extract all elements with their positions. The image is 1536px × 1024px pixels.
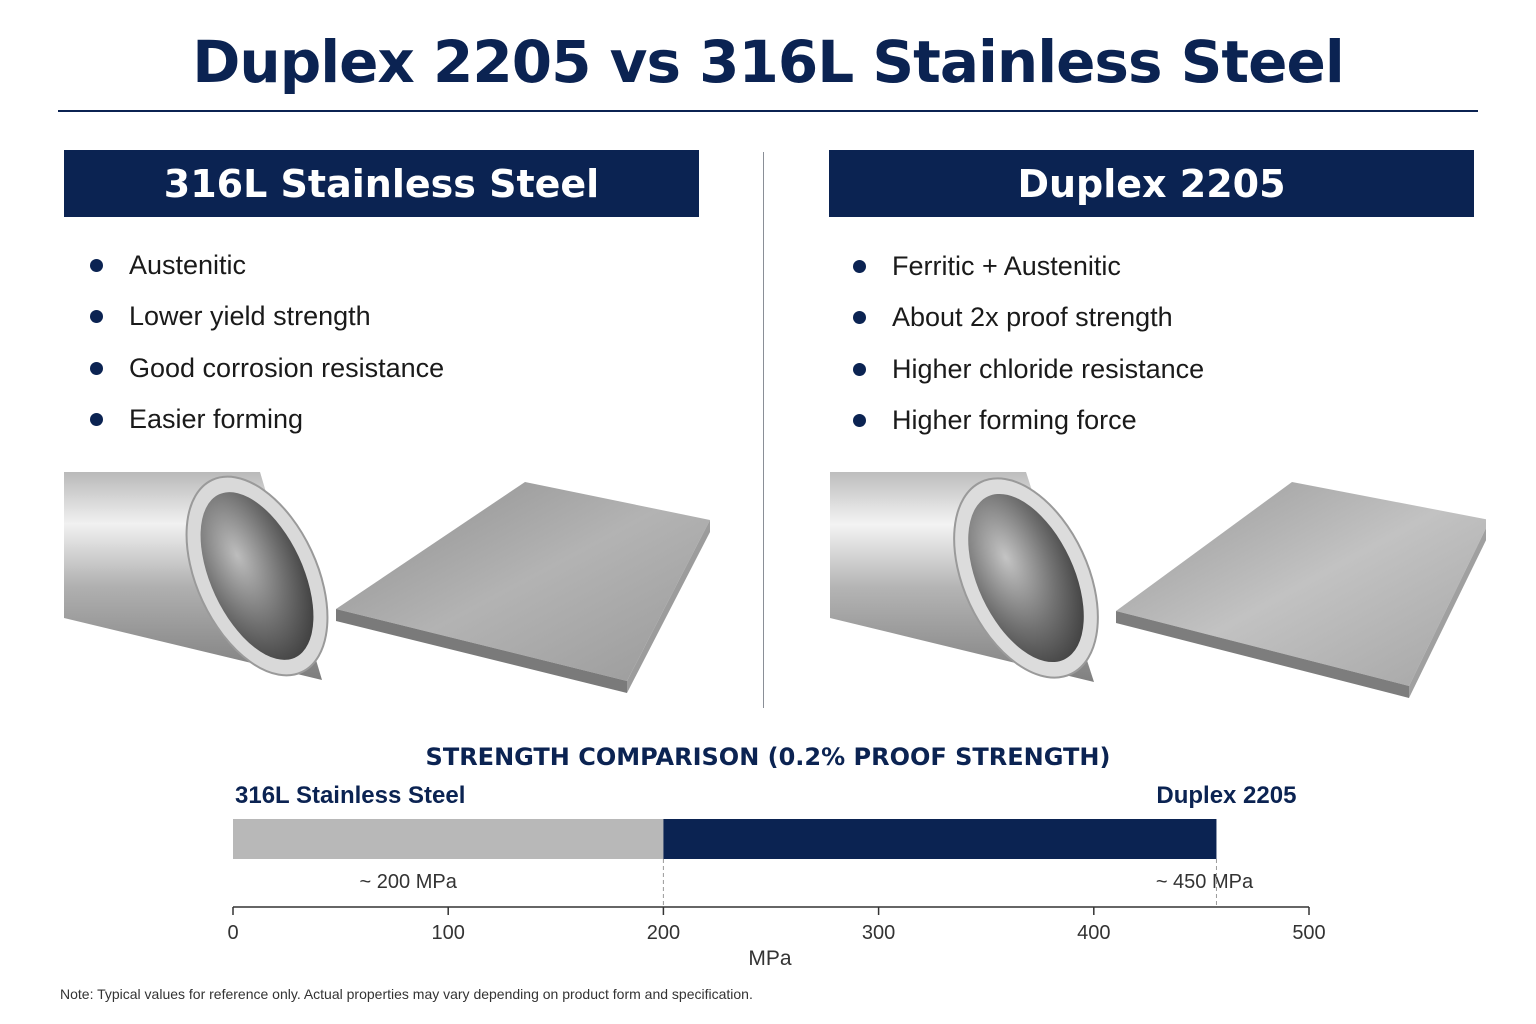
bullet-text: Ferritic + Austenitic <box>892 251 1121 281</box>
series-name-label: Duplex 2205 <box>1156 782 1296 809</box>
bullet-text: Easier forming <box>129 403 304 434</box>
footnote: Note: Typical values for reference only.… <box>60 986 753 1002</box>
bullet-dot-icon <box>853 311 866 325</box>
value-label: ~ 450 MPa <box>1156 871 1254 893</box>
bar-316l <box>233 819 664 859</box>
bullet-dot-icon <box>853 413 866 427</box>
chart-title: STRENGTH COMPARISON (0.2% PROOF STRENGTH… <box>425 743 1111 771</box>
steel-plate-image <box>1116 482 1486 698</box>
bullet-item: Higher chloride resistance <box>853 344 1204 395</box>
panel-header-316l: 316L Stainless Steel <box>64 150 699 217</box>
bullet-dot-icon <box>90 310 103 324</box>
bullet-item: Lower yield strength <box>90 291 444 342</box>
bullet-dot-icon <box>853 362 866 376</box>
bullet-item: Good corrosion resistance <box>90 343 444 394</box>
panel-header-duplex: Duplex 2205 <box>829 150 1474 217</box>
x-axis-label: MPa <box>748 947 792 970</box>
x-tick-label: 300 <box>862 922 895 944</box>
bullet-dot-icon <box>90 361 103 375</box>
x-tick-label: 400 <box>1077 922 1110 944</box>
series-name-label: 316L Stainless Steel <box>235 782 465 809</box>
bullet-text: Higher forming force <box>892 404 1137 435</box>
x-tick-label: 500 <box>1292 922 1325 944</box>
x-tick-label: 0 <box>227 922 238 944</box>
bullet-item: Easier forming <box>90 394 444 445</box>
x-tick-label: 200 <box>647 922 680 944</box>
bullet-list-316l: Austenitic Lower yield strength Good cor… <box>90 240 444 445</box>
bullet-item: Austenitic <box>90 240 444 291</box>
bullet-dot-icon <box>853 260 866 273</box>
strength-chart: 316L Stainless Steel ~ 200 MPa Duplex 2205… <box>227 782 1325 970</box>
bullet-text: Good corrosion resistance <box>129 352 445 383</box>
bullet-dot-icon <box>90 412 103 426</box>
steel-tube-image <box>64 472 329 680</box>
bullet-text: Lower yield strength <box>129 301 371 332</box>
page-title: Duplex 2205 vs 316L Stainless Steel <box>192 28 1344 96</box>
bullet-dot-icon <box>90 259 103 272</box>
value-label: ~ 200 MPa <box>360 871 458 893</box>
bar-duplex <box>663 819 1217 859</box>
bullet-text: About 2x proof strength <box>892 302 1173 333</box>
bullet-item: Higher forming force <box>853 395 1204 446</box>
bullet-text: Higher chloride resistance <box>892 353 1205 384</box>
x-tick-label: 100 <box>432 922 465 944</box>
steel-tube-image <box>830 472 1099 682</box>
bullet-text: Austenitic <box>129 250 247 280</box>
product-visual-duplex <box>830 472 1486 698</box>
column-divider <box>763 152 764 708</box>
steel-plate-image <box>336 482 710 693</box>
bullet-list-duplex: Ferritic + Austenitic About 2x proof str… <box>853 241 1204 446</box>
product-visual-316l <box>64 472 710 693</box>
bullet-item: Ferritic + Austenitic <box>853 241 1204 292</box>
bullet-item: About 2x proof strength <box>853 292 1204 343</box>
title-divider <box>58 110 1478 112</box>
